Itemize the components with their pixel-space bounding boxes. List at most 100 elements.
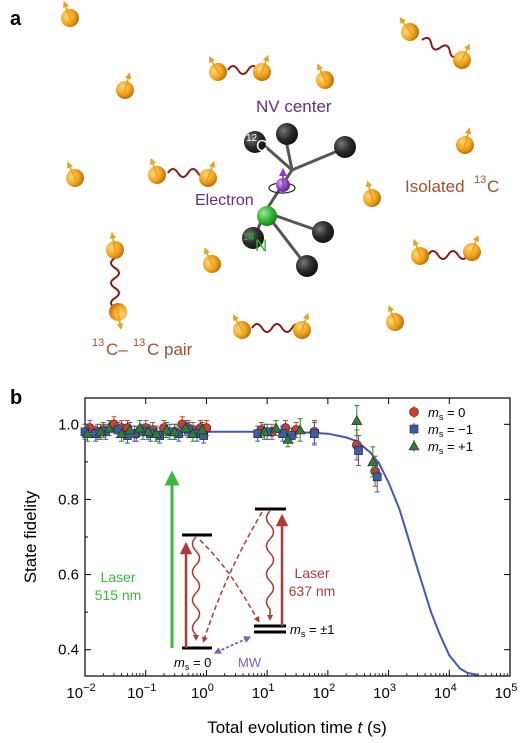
x-tick-base: 10	[312, 685, 329, 702]
isc-path-left	[199, 539, 260, 623]
spin-icon	[411, 238, 429, 265]
spin-icon	[148, 157, 166, 184]
data-point	[116, 428, 128, 438]
carbon-atom-icon	[244, 131, 266, 153]
x-axis-label-text: Total evolution time	[207, 718, 357, 737]
c13-spins	[61, 0, 481, 339]
coupling-wave	[421, 36, 460, 59]
ms0-label-subscript: s	[185, 662, 190, 672]
data-point	[179, 422, 191, 433]
legend-symbol: m	[428, 439, 439, 454]
data-point	[142, 426, 154, 437]
c13-pair-label-superscript: 13	[133, 337, 145, 349]
isolated-c13-label-symbol: C	[487, 177, 499, 196]
data-point	[196, 424, 208, 435]
series-triangle	[82, 405, 379, 478]
x-axis-label: Total evolution time t (s)	[207, 718, 387, 737]
ms1-label-value: = ±1	[305, 622, 334, 637]
y-tick-label: 0.8	[58, 491, 79, 508]
nitrogen14-label-superscript: 14	[243, 232, 255, 243]
spin-icon	[463, 234, 481, 261]
x-tick-label: 10−2	[66, 682, 95, 702]
fidelity-chart: 0.40.60.81.0 10−2 10−1 100 101 102 103 104 105 …	[21, 397, 517, 737]
spin-icon	[116, 72, 134, 99]
spin-icon	[66, 161, 84, 187]
x-tick-label: 102	[312, 682, 335, 702]
data-point	[82, 428, 94, 438]
ms0-label: ms = 0	[174, 655, 211, 672]
x-tick-exponent: 4	[451, 682, 457, 694]
data-points	[80, 405, 382, 493]
x-tick-exponent: −1	[144, 682, 157, 694]
mw-label: MW	[238, 655, 262, 670]
isolated-c13-label: Isolated 13 C	[405, 174, 499, 196]
legend-subscript: s	[439, 412, 444, 422]
carbon-atom-icon	[296, 255, 318, 277]
laser-515-label: Laser	[100, 569, 135, 585]
isolated-c13-label-superscript: 13	[474, 174, 486, 186]
nv-center-structure	[242, 123, 356, 277]
y-tick-label: 0.6	[58, 567, 79, 584]
carbon12-label-superscript: 12	[246, 133, 258, 144]
ms1-label-symbol: m	[290, 622, 301, 637]
data-point	[103, 422, 115, 433]
x-tick-base: 10	[127, 685, 144, 702]
nitrogen-atom-icon	[257, 206, 277, 226]
carbon-atom-icon	[242, 227, 264, 249]
carbon-atom-icon	[312, 221, 334, 243]
emission-wave-left	[191, 536, 201, 641]
laser-515-wavelength: 515 nm	[95, 587, 142, 603]
carbon12-label: 12 C	[246, 133, 268, 155]
isc-path-right	[202, 511, 263, 643]
legend-symbol: m	[428, 405, 439, 420]
data-point	[187, 428, 199, 438]
coupling-wave	[110, 257, 120, 309]
data-point	[270, 422, 282, 433]
y-tick-label: 1.0	[58, 416, 79, 433]
laser-637-wavelength: 637 nm	[289, 583, 336, 599]
y-axis-label: State fidelity	[21, 490, 40, 583]
data-point	[278, 429, 287, 438]
carbon-atom-icon	[276, 123, 298, 145]
spin-icon	[232, 314, 251, 339]
legend-marker	[408, 440, 420, 451]
mw-arrow	[213, 636, 252, 654]
data-point	[124, 424, 136, 435]
x-tick-exponent: 2	[329, 682, 335, 694]
nitrogen14-label-symbol: N	[255, 236, 267, 255]
legend-value: = −1	[443, 422, 473, 437]
spin-icon	[203, 247, 221, 273]
spin-icon	[453, 43, 471, 69]
x-tick-base: 10	[495, 685, 512, 702]
x-tick-label: 10−1	[127, 682, 156, 702]
x-tick-base: 10	[252, 685, 269, 702]
data-point	[169, 426, 181, 437]
legend-value: = 0	[443, 405, 465, 420]
nv-center-label: NV center	[256, 97, 332, 116]
legend-marker	[409, 407, 419, 417]
spin-icon	[253, 54, 271, 81]
spin-icon	[199, 160, 217, 187]
spin-icon	[109, 303, 127, 330]
data-point	[282, 433, 294, 444]
x-tick-base: 10	[66, 685, 83, 702]
ms0-label-symbol: m	[174, 655, 185, 670]
x-axis: 10−2 10−1 100 101 102 103 104 105	[66, 398, 517, 702]
c13-pair-label-superscript: 13	[92, 337, 104, 349]
legend-label: ms = −1	[428, 422, 473, 439]
data-point	[354, 446, 363, 455]
spin-icon	[363, 180, 381, 207]
x-axis-label-unit: (s)	[362, 718, 387, 737]
data-point	[94, 426, 107, 437]
c13-pair-label-part: C–	[106, 340, 128, 359]
x-tick-label: 105	[495, 682, 518, 702]
spin-icon	[61, 0, 79, 27]
x-tick-exponent: 0	[208, 682, 214, 694]
data-point	[150, 428, 162, 438]
x-tick-label: 101	[252, 682, 275, 702]
legend: ms = 0ms = −1ms = +1	[408, 405, 473, 456]
x-tick-base: 10	[434, 685, 451, 702]
y-axis: 0.4 0.6 0.8 1.0	[58, 416, 510, 659]
x-tick-base: 10	[373, 685, 390, 702]
c13-pair-label: 13 C– 13 C pair	[92, 337, 193, 359]
